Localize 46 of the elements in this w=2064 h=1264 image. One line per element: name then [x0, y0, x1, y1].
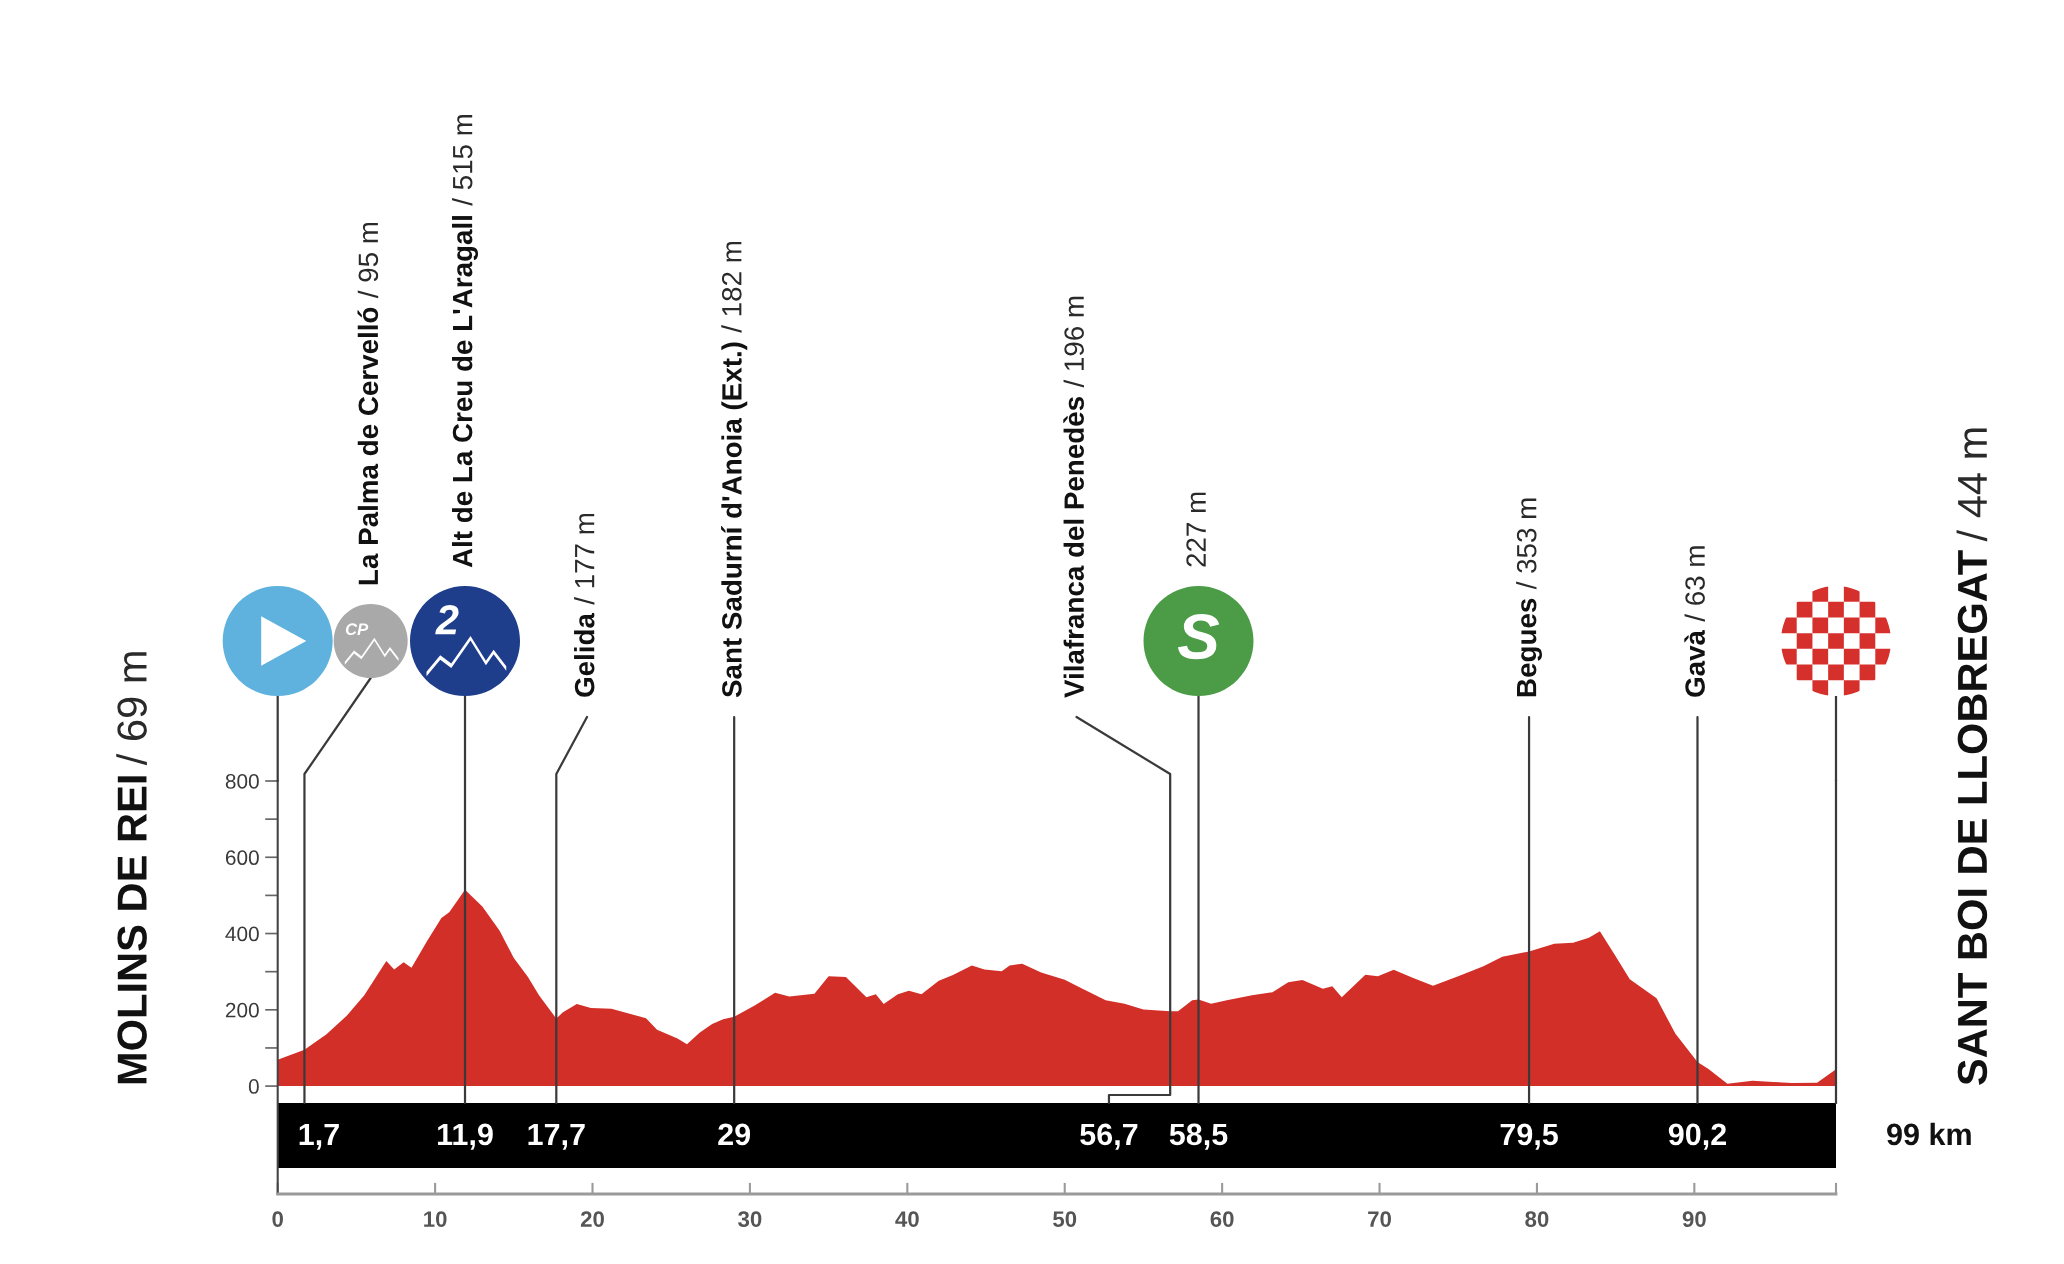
text: CP [345, 623, 369, 636]
text: La Palma de Cervelló [357, 307, 379, 585]
text: / 515 m [452, 114, 473, 206]
text: 99 km [1887, 1122, 1971, 1146]
y-tick-label: 200 [225, 1002, 259, 1018]
y-tick-label: 800 [225, 774, 259, 789]
ref-line-label: 1,7 [299, 1123, 339, 1150]
x-tick-label: 90 [1682, 1211, 1706, 1227]
y-tick-label: 600 [225, 850, 259, 866]
text: / 182 m [721, 241, 742, 333]
text: Sant Sadurní d'Anoia (Ext.) [721, 342, 748, 698]
text: 227 m [1186, 492, 1206, 567]
ref-line-label: 56,7 [1080, 1123, 1138, 1150]
text: / 69 m [116, 652, 147, 766]
ref-line-label: 90,2 [1668, 1123, 1726, 1150]
text: Gelida [574, 612, 595, 697]
ref-line-label: 58,5 [1169, 1123, 1228, 1150]
y-tick-label: 0 [248, 1079, 259, 1094]
x-tick-label: 40 [895, 1211, 919, 1227]
text: Begues [1517, 598, 1543, 697]
text: SANT BOI DE LLOBREGAT [1957, 550, 1988, 1085]
text: / 63 m [1684, 546, 1705, 622]
y-tick-label: 400 [225, 926, 259, 942]
x-tick-label: 20 [580, 1211, 604, 1227]
text: / 196 m [1063, 296, 1084, 388]
x-tick-label: 80 [1525, 1211, 1549, 1227]
text: Vilafranca del Penedès [1063, 397, 1084, 698]
x-tick-label: 10 [424, 1211, 447, 1227]
text: Alt de La Creu de L'Aragall [452, 216, 479, 568]
text: 2 [435, 605, 459, 635]
x-tick-label: 50 [1053, 1211, 1077, 1227]
ref-line-label: 11,9 [438, 1123, 493, 1150]
ref-line-label: 17,7 [528, 1123, 585, 1150]
x-tick-label: 70 [1368, 1211, 1391, 1227]
text: / 95 m [357, 222, 379, 299]
ref-line-label: 29 [718, 1123, 751, 1146]
x-tick-label: 0 [272, 1211, 283, 1227]
x-tick-label: 30 [738, 1211, 762, 1228]
text: Gavà [1684, 629, 1705, 697]
text: MOLINS DE REI [117, 776, 147, 1084]
ref-line-label: 79,5 [1500, 1123, 1558, 1150]
x-tick-label: 60 [1210, 1211, 1234, 1227]
text: / 177 m [574, 513, 595, 605]
text: / 353 m [1516, 498, 1537, 590]
text: / 44 m [1956, 428, 1988, 542]
text: S [1177, 614, 1220, 660]
